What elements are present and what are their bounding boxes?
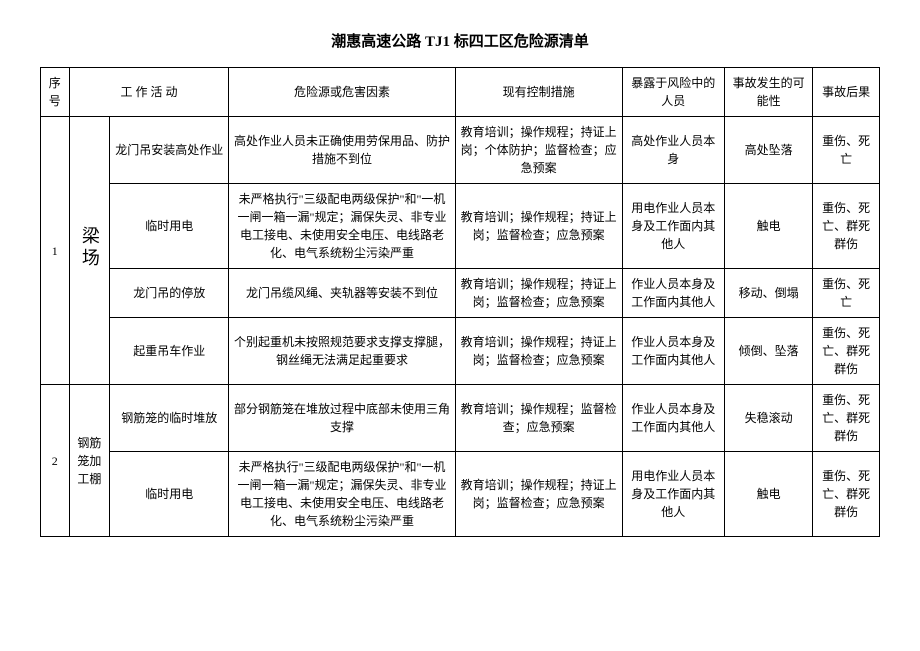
cell-consequence: 重伤、死亡、群死群伤: [813, 184, 880, 269]
cell-hazard: 部分钢筋笼在堆放过程中底部未使用三角支撑: [229, 385, 455, 452]
cell-exposed: 高处作业人员本身: [622, 117, 724, 184]
cell-possibility: 失稳滚动: [725, 385, 813, 452]
cell-consequence: 重伤、死亡、群死群伤: [813, 452, 880, 537]
table-row: 1 梁场 龙门吊安装高处作业 高处作业人员未正确使用劳保用品、防护措施不到位 教…: [41, 117, 880, 184]
cell-hazard: 未严格执行"三级配电两级保护"和"一机一闸一箱一漏"规定；漏保失灵、非专业电工接…: [229, 184, 455, 269]
cell-control: 教育培训；操作规程；持证上岗；监督检查；应急预案: [455, 318, 622, 385]
cell-control: 教育培训；操作规程；监督检查；应急预案: [455, 385, 622, 452]
cell-seq: 1: [41, 117, 70, 385]
table-row: 临时用电 未严格执行"三级配电两级保护"和"一机一闸一箱一漏"规定；漏保失灵、非…: [41, 184, 880, 269]
cell-category: 梁场: [69, 117, 110, 385]
header-consequence: 事故后果: [813, 68, 880, 117]
cell-exposed: 作业人员本身及工作面内其他人: [622, 318, 724, 385]
cell-control: 教育培训；操作规程；持证上岗；个体防护；监督检查；应急预案: [455, 117, 622, 184]
cell-consequence: 重伤、死亡、群死群伤: [813, 318, 880, 385]
cell-control: 教育培训；操作规程；持证上岗；监督检查；应急预案: [455, 269, 622, 318]
cell-hazard: 未严格执行"三级配电两级保护"和"一机一闸一箱一漏"规定；漏保失灵、非专业电工接…: [229, 452, 455, 537]
header-seq: 序号: [41, 68, 70, 117]
cell-exposed: 用电作业人员本身及工作面内其他人: [622, 184, 724, 269]
cell-exposed: 作业人员本身及工作面内其他人: [622, 385, 724, 452]
cell-exposed: 作业人员本身及工作面内其他人: [622, 269, 724, 318]
cell-seq: 2: [41, 385, 70, 537]
cell-possibility: 移动、倒塌: [725, 269, 813, 318]
cell-hazard: 龙门吊缆风绳、夹轨器等安装不到位: [229, 269, 455, 318]
category-label: 梁场: [76, 226, 103, 270]
cell-possibility: 高处坠落: [725, 117, 813, 184]
table-header-row: 序号 工 作 活 动 危险源或危害因素 现有控制措施 暴露于风险中的人员 事故发…: [41, 68, 880, 117]
cell-hazard: 高处作业人员未正确使用劳保用品、防护措施不到位: [229, 117, 455, 184]
cell-activity: 临时用电: [110, 184, 229, 269]
cell-control: 教育培训；操作规程；持证上岗；监督检查；应急预案: [455, 452, 622, 537]
cell-exposed: 用电作业人员本身及工作面内其他人: [622, 452, 724, 537]
table-row: 2 钢筋笼加工棚 钢筋笼的临时堆放 部分钢筋笼在堆放过程中底部未使用三角支撑 教…: [41, 385, 880, 452]
header-activity: 工 作 活 动: [69, 68, 229, 117]
header-control: 现有控制措施: [455, 68, 622, 117]
cell-activity: 龙门吊的停放: [110, 269, 229, 318]
cell-consequence: 重伤、死亡: [813, 269, 880, 318]
cell-possibility: 触电: [725, 452, 813, 537]
cell-consequence: 重伤、死亡: [813, 117, 880, 184]
cell-control: 教育培训；操作规程；持证上岗；监督检查；应急预案: [455, 184, 622, 269]
table-row: 临时用电 未严格执行"三级配电两级保护"和"一机一闸一箱一漏"规定；漏保失灵、非…: [41, 452, 880, 537]
cell-category: 钢筋笼加工棚: [69, 385, 110, 537]
hazard-table: 序号 工 作 活 动 危险源或危害因素 现有控制措施 暴露于风险中的人员 事故发…: [40, 67, 880, 537]
document-title: 潮惠高速公路 TJ1 标四工区危险源清单: [40, 30, 880, 51]
table-row: 龙门吊的停放 龙门吊缆风绳、夹轨器等安装不到位 教育培训；操作规程；持证上岗；监…: [41, 269, 880, 318]
cell-activity: 钢筋笼的临时堆放: [110, 385, 229, 452]
header-possibility: 事故发生的可能性: [725, 68, 813, 117]
cell-activity: 龙门吊安装高处作业: [110, 117, 229, 184]
header-hazard: 危险源或危害因素: [229, 68, 455, 117]
header-exposed: 暴露于风险中的人员: [622, 68, 724, 117]
cell-possibility: 触电: [725, 184, 813, 269]
cell-consequence: 重伤、死亡、群死群伤: [813, 385, 880, 452]
cell-activity: 起重吊车作业: [110, 318, 229, 385]
cell-activity: 临时用电: [110, 452, 229, 537]
cell-possibility: 倾倒、坠落: [725, 318, 813, 385]
cell-hazard: 个别起重机未按照规范要求支撑支撑腿，钢丝绳无法满足起重要求: [229, 318, 455, 385]
table-row: 起重吊车作业 个别起重机未按照规范要求支撑支撑腿，钢丝绳无法满足起重要求 教育培…: [41, 318, 880, 385]
